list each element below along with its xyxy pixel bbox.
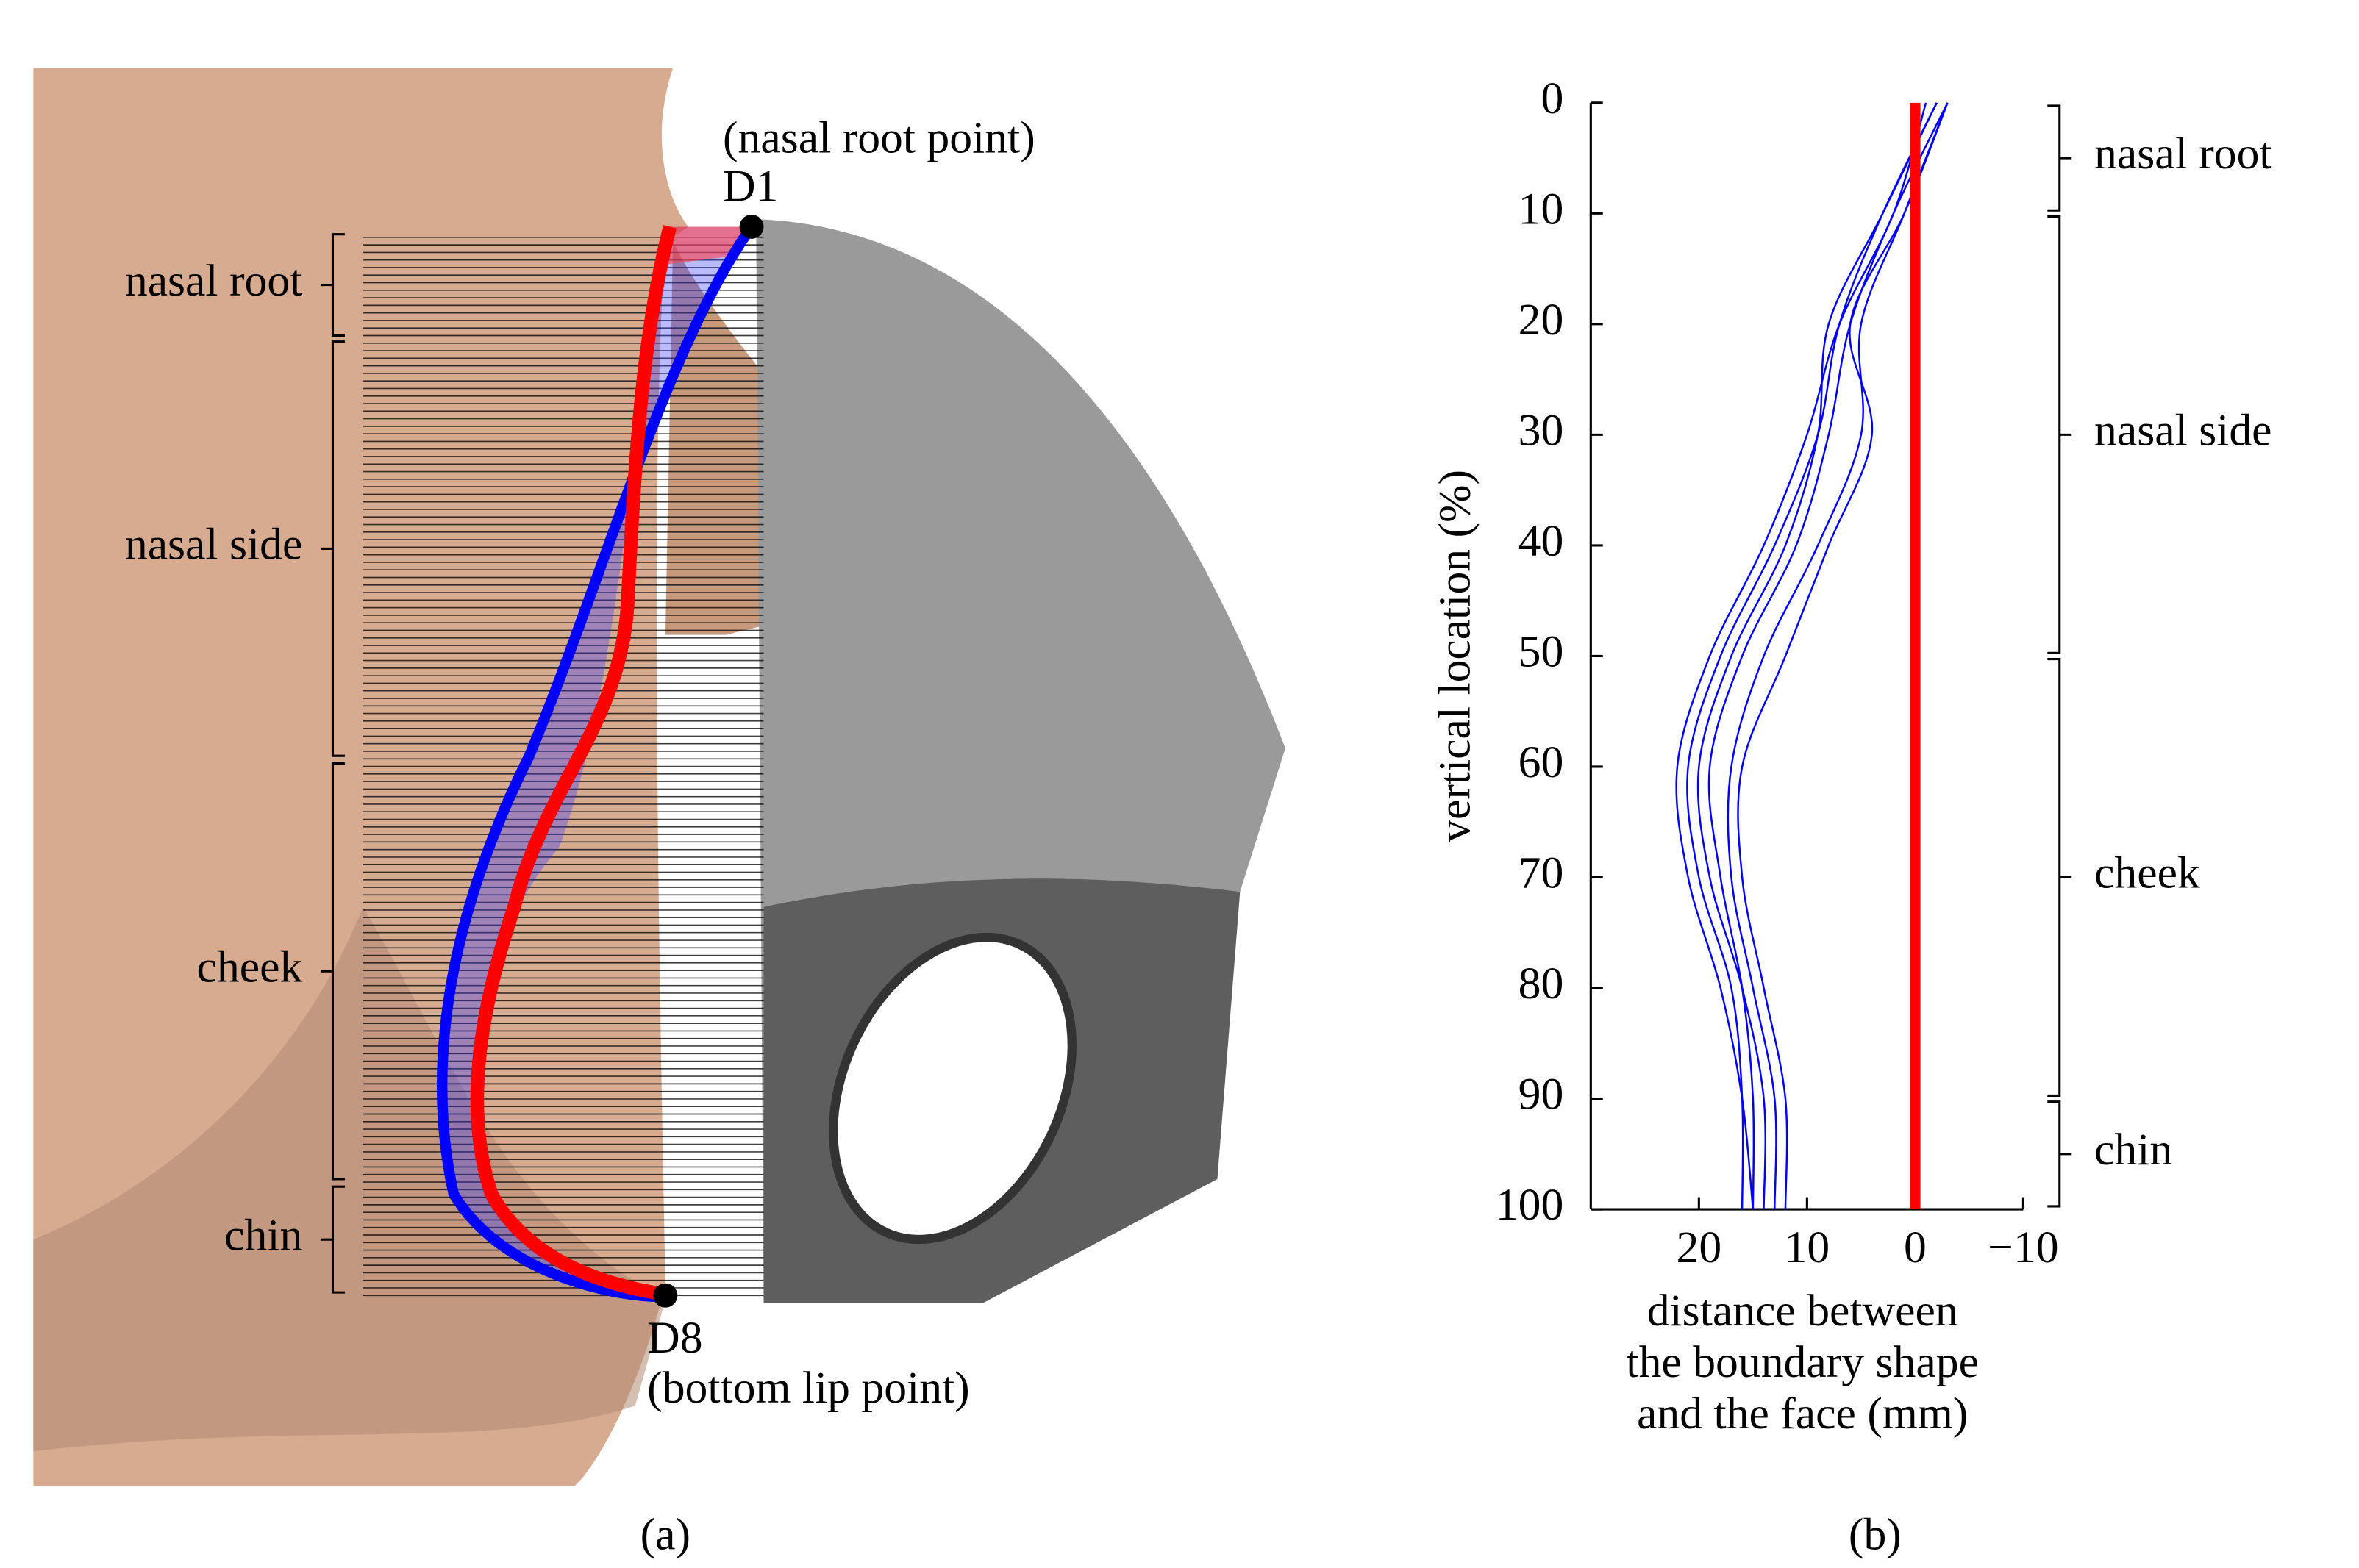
y-tick-label: 100 (1496, 1180, 1564, 1230)
y-tick-label: 20 (1518, 295, 1564, 345)
bracket (321, 340, 345, 757)
red-curve (470, 225, 677, 1301)
line-series (1737, 102, 1949, 1210)
d8-label: D8 (647, 1313, 702, 1363)
bracket (2047, 1100, 2072, 1208)
region-label: chin (2094, 1125, 2172, 1175)
region-label: nasal side (125, 520, 302, 570)
x-tick-label: 10 (1785, 1222, 1830, 1272)
line-series (1675, 102, 1927, 1210)
line-series (1686, 102, 1938, 1210)
region-label: nasal root (2094, 129, 2271, 179)
bracket (321, 1185, 345, 1294)
line-series (1696, 102, 1938, 1210)
mask-hole (829, 932, 1077, 1245)
bracket (321, 233, 345, 337)
y-tick-label: 80 (1518, 959, 1564, 1009)
region-label: cheek (2094, 848, 2200, 898)
region-label: nasal side (2094, 406, 2271, 456)
hatch (363, 237, 764, 1297)
y-tick-label: 10 (1518, 185, 1564, 235)
y-tick-label: 60 (1518, 737, 1564, 787)
line-series (1727, 102, 1949, 1210)
y-tick-label: 70 (1518, 848, 1564, 898)
red-band (665, 226, 752, 265)
point-d1 (739, 214, 764, 239)
bracket (2047, 658, 2072, 1097)
region-label: cheek (197, 942, 303, 992)
y-tick-label: 30 (1518, 406, 1564, 456)
caption-a: (a) (640, 1509, 690, 1559)
bracket (2047, 104, 2072, 212)
point-d8 (653, 1283, 678, 1308)
region-label: nasal root (125, 256, 302, 306)
caption-b: (b) (1849, 1509, 1902, 1559)
x-tick-label: 20 (1677, 1222, 1722, 1272)
y-tick-label: 90 (1518, 1070, 1564, 1120)
x-axis-label: the boundary shape (1626, 1337, 1979, 1387)
blue-band (442, 226, 752, 1297)
y-axis-label: vertical location (%) (1430, 470, 1480, 842)
bracket (321, 762, 345, 1181)
bracket (2047, 215, 2072, 654)
blue-curve (437, 223, 756, 1303)
face-shadow (33, 906, 665, 1452)
bottom-lip-point-label: (bottom lip point) (647, 1363, 970, 1413)
y-tick-label: 0 (1541, 74, 1563, 123)
face (33, 68, 688, 1486)
nasal-root-point-label: (nasal root point) (723, 112, 1035, 162)
x-tick-label: 0 (1904, 1222, 1927, 1272)
panel-a: (nasal root point) D1 D8 (bottom lip poi… (33, 68, 1285, 1559)
x-axis-label: and the face (mm) (1637, 1389, 1968, 1439)
region-label: chin (224, 1210, 302, 1260)
y-tick-label: 50 (1518, 627, 1564, 677)
d1-label: D1 (723, 161, 778, 211)
x-tick-label: −10 (1988, 1222, 2058, 1272)
x-axis-label: distance between (1647, 1286, 1958, 1336)
y-tick-label: 40 (1518, 516, 1564, 566)
